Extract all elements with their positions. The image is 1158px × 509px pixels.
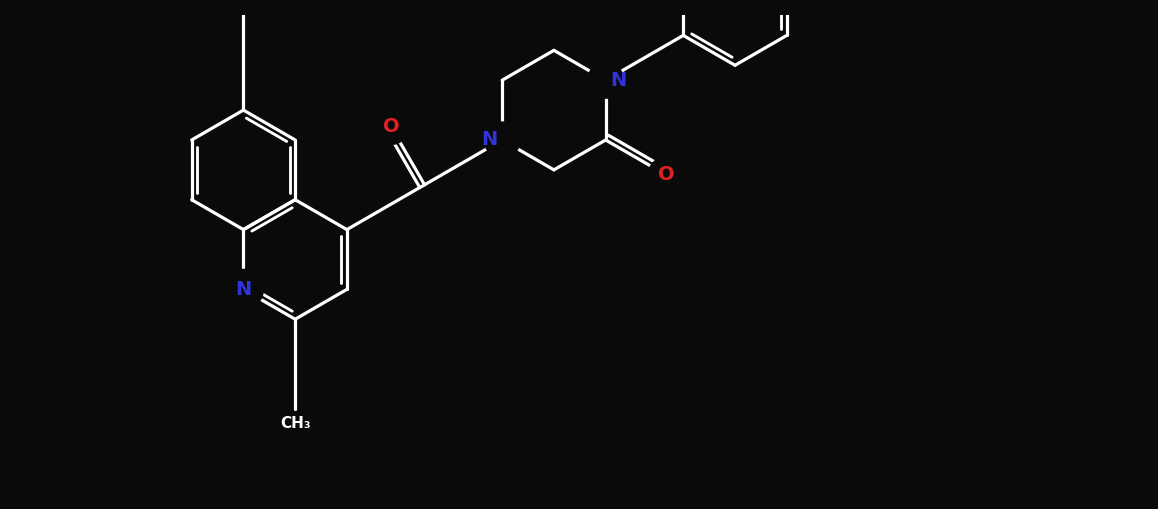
Circle shape: [648, 157, 684, 193]
Circle shape: [588, 62, 624, 98]
Text: CH₃: CH₃: [280, 416, 310, 431]
Circle shape: [484, 122, 520, 158]
Circle shape: [373, 108, 409, 145]
Text: O: O: [658, 165, 674, 184]
Text: N: N: [481, 130, 497, 150]
Text: N: N: [235, 280, 251, 299]
Text: O: O: [382, 117, 400, 136]
Circle shape: [223, 269, 263, 309]
Text: N: N: [610, 71, 626, 90]
